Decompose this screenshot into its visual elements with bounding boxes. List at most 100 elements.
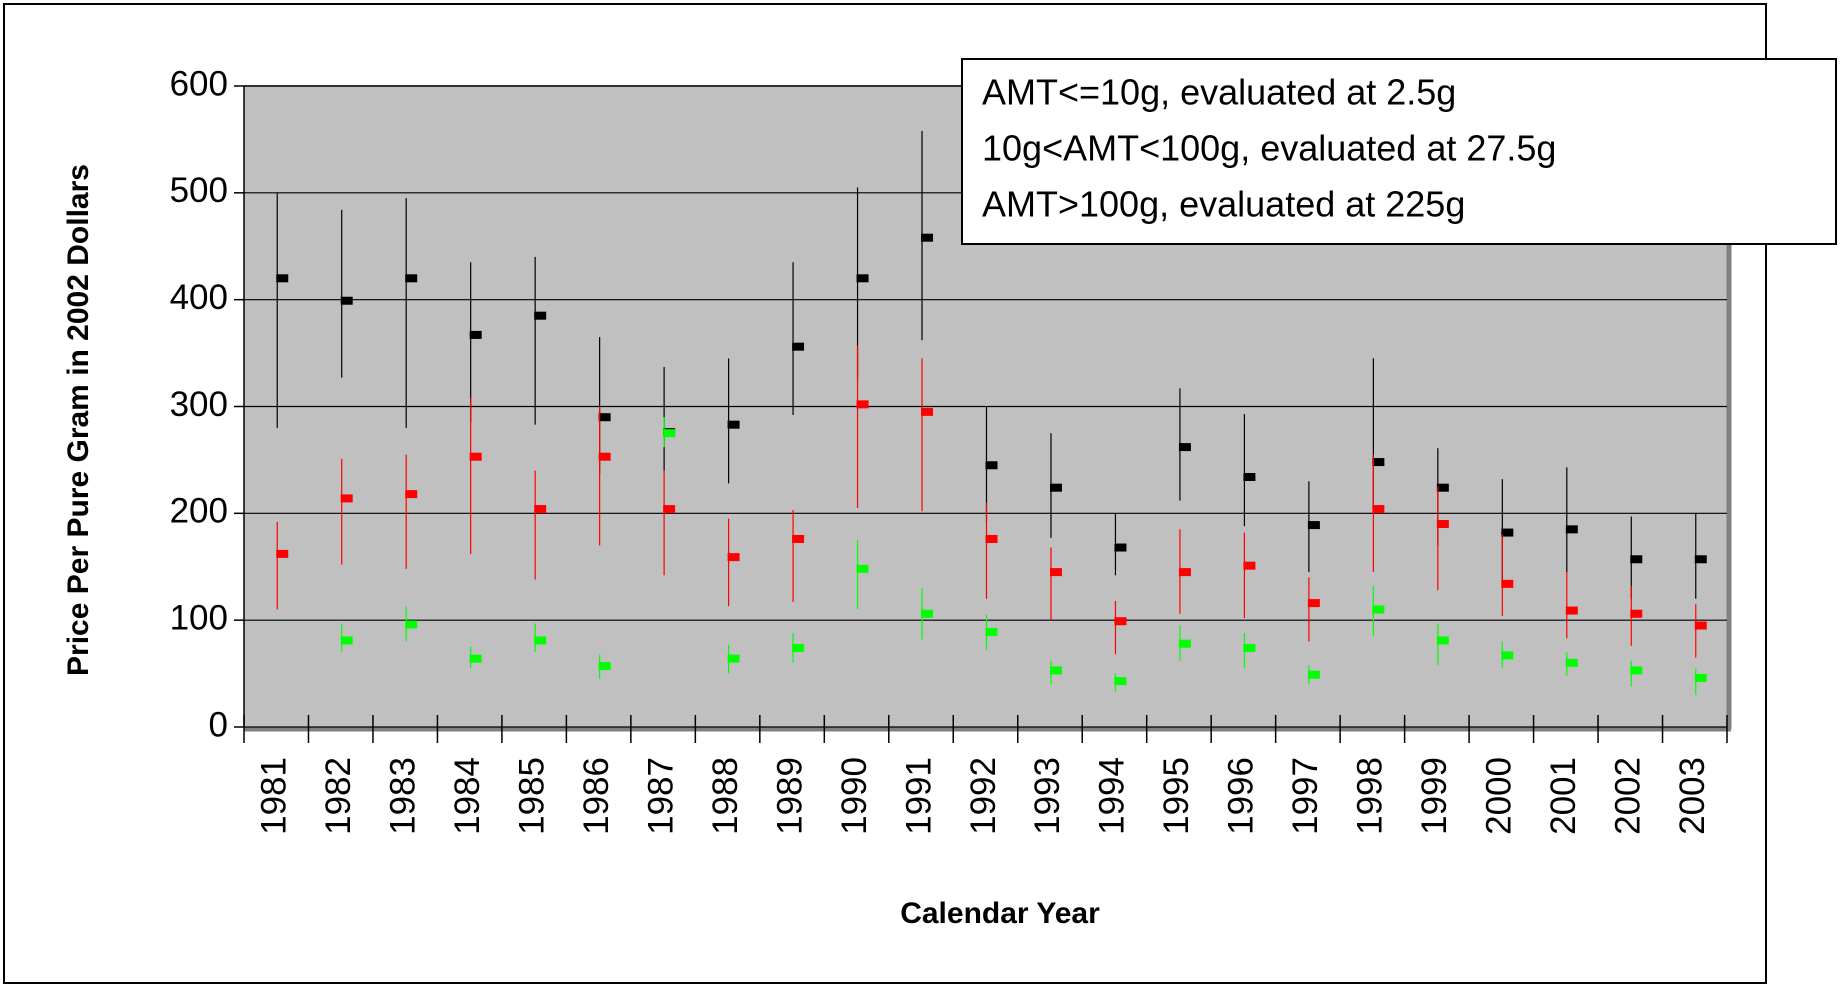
point-marker: [1630, 666, 1643, 675]
point-marker: [1501, 651, 1514, 660]
legend-entry: 10g<AMT<100g, evaluated at 27.5g: [982, 128, 1556, 169]
x-tick-label: 1997: [1286, 757, 1325, 835]
point-marker: [598, 662, 611, 671]
point-marker: [792, 342, 805, 351]
x-tick-label: 1987: [641, 757, 680, 835]
y-tick-label: 600: [170, 64, 228, 103]
point-marker: [598, 413, 611, 422]
point-marker: [405, 274, 418, 283]
point-marker: [1307, 670, 1320, 679]
y-tick-label: 200: [170, 492, 228, 531]
legend-box: [961, 58, 1837, 245]
point-marker: [534, 636, 547, 645]
point-marker: [921, 407, 934, 416]
x-tick-label: 2001: [1544, 757, 1583, 835]
point-marker: [1114, 617, 1127, 626]
y-tick-label: 100: [170, 598, 228, 637]
x-tick-label: 1985: [512, 757, 551, 835]
point-marker: [1243, 561, 1256, 570]
point-marker: [921, 609, 934, 618]
point-marker: [1114, 543, 1127, 552]
point-marker: [1501, 579, 1514, 588]
y-tick-label: 400: [170, 278, 228, 317]
x-tick-label: 1995: [1157, 757, 1196, 835]
point-marker: [1114, 677, 1127, 686]
x-tick-label: 1981: [254, 757, 293, 835]
point-marker: [1565, 606, 1578, 615]
y-tick-label: 0: [209, 705, 228, 744]
x-tick-label: 2000: [1480, 757, 1519, 835]
point-marker: [856, 564, 869, 573]
legend-entry: AMT<=10g, evaluated at 2.5g: [982, 72, 1456, 113]
point-marker: [663, 505, 676, 514]
point-marker: [469, 330, 482, 339]
x-tick-label: 1984: [448, 757, 487, 835]
x-tick-label: 2002: [1609, 757, 1648, 835]
point-marker: [1372, 458, 1385, 467]
point-marker: [1630, 555, 1643, 564]
point-marker: [469, 452, 482, 461]
point-marker: [1049, 568, 1062, 577]
point-marker: [1436, 636, 1449, 645]
x-tick-label: 1992: [964, 757, 1003, 835]
point-marker: [1565, 525, 1578, 534]
point-marker: [663, 429, 676, 438]
x-tick-label: 1982: [319, 757, 358, 835]
x-tick-label: 1991: [899, 757, 938, 835]
x-axis-title: Calendar Year: [900, 897, 1100, 930]
y-axis-title: Price Per Pure Gram in 2002 Dollars: [62, 164, 95, 676]
point-marker: [985, 534, 998, 543]
point-marker: [1049, 483, 1062, 492]
x-tick-label: 1989: [770, 757, 809, 835]
point-marker: [1694, 555, 1707, 564]
point-marker: [340, 636, 353, 645]
point-marker: [1501, 528, 1514, 537]
x-tick-label: 1998: [1351, 757, 1390, 835]
point-marker: [727, 553, 740, 562]
point-marker: [1372, 605, 1385, 614]
x-tick-label: 1994: [1093, 757, 1132, 835]
y-tick-label: 300: [170, 385, 228, 424]
point-marker: [1049, 666, 1062, 675]
point-marker: [985, 461, 998, 470]
point-marker: [1694, 673, 1707, 682]
point-marker: [1694, 621, 1707, 630]
point-marker: [1436, 520, 1449, 529]
x-tick-label: 1983: [383, 757, 422, 835]
point-marker: [985, 627, 998, 636]
point-marker: [1178, 568, 1191, 577]
point-marker: [727, 654, 740, 663]
point-marker: [1307, 599, 1320, 608]
x-tick-label: 1993: [1028, 757, 1067, 835]
point-marker: [469, 654, 482, 663]
point-marker: [1178, 443, 1191, 452]
point-marker: [1243, 643, 1256, 652]
point-marker: [340, 296, 353, 305]
point-marker: [340, 494, 353, 503]
point-marker: [598, 452, 611, 461]
x-tick-label: 2003: [1673, 757, 1712, 835]
point-marker: [1243, 473, 1256, 482]
x-tick-label: 1986: [577, 757, 616, 835]
point-marker: [1372, 505, 1385, 514]
point-marker: [921, 233, 934, 242]
point-marker: [405, 620, 418, 629]
x-tick-label: 1988: [706, 757, 745, 835]
x-tick-label: 1990: [835, 757, 874, 835]
point-marker: [856, 400, 869, 409]
point-marker: [276, 274, 289, 283]
point-marker: [856, 274, 869, 283]
point-marker: [534, 505, 547, 514]
point-marker: [1307, 521, 1320, 530]
point-marker: [1630, 609, 1643, 618]
point-marker: [1565, 658, 1578, 667]
x-tick-label: 1999: [1415, 757, 1454, 835]
x-tick-label: 1996: [1222, 757, 1261, 835]
point-marker: [792, 643, 805, 652]
point-marker: [727, 420, 740, 429]
point-marker: [792, 534, 805, 543]
point-marker: [405, 490, 418, 499]
point-marker: [534, 311, 547, 320]
point-marker: [276, 549, 289, 558]
